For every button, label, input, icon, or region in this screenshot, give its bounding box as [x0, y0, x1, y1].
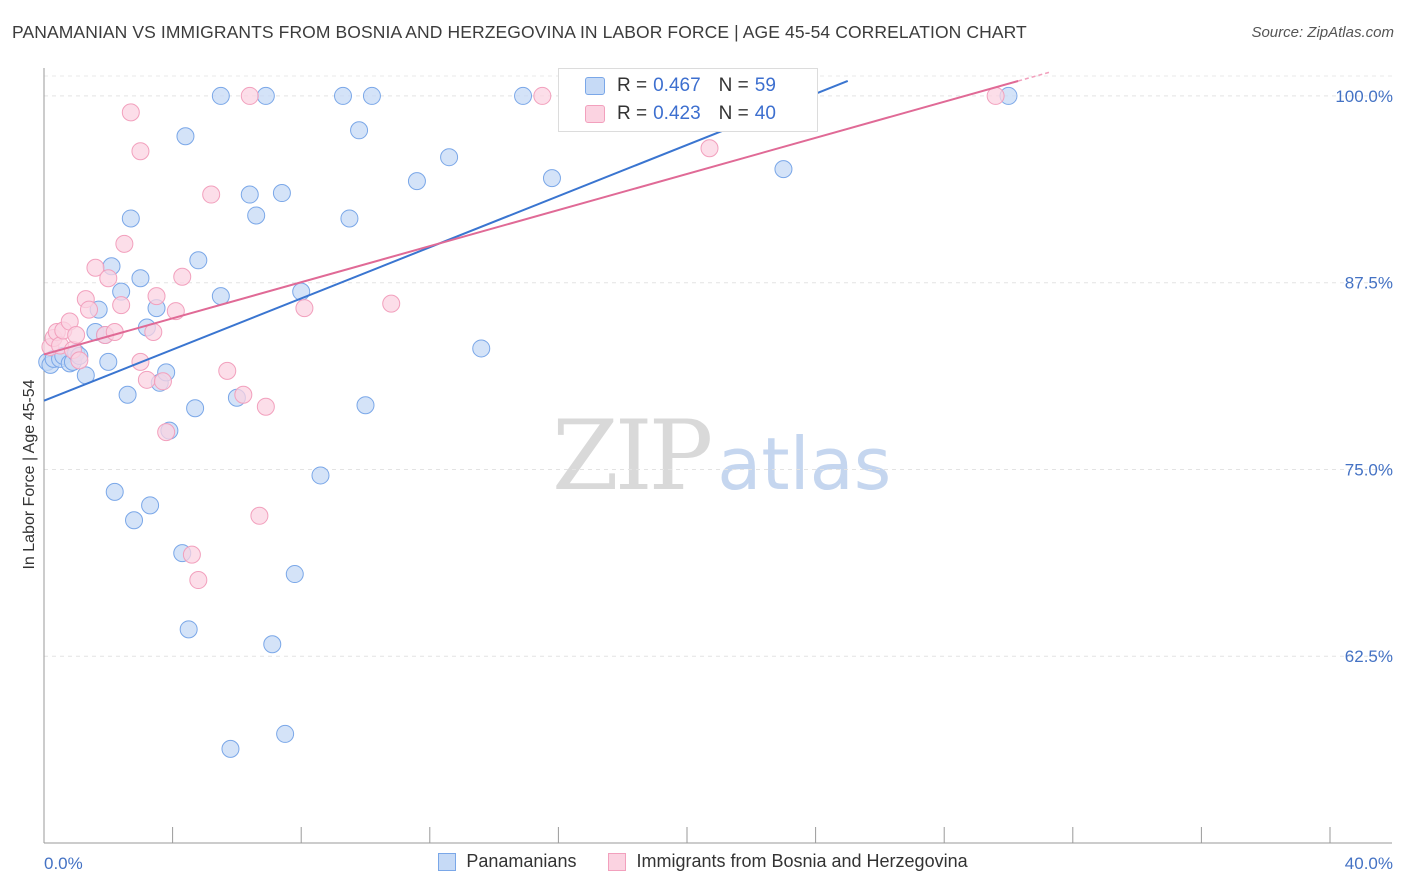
point-bosnia: [189, 571, 208, 590]
point-panamanians: [141, 496, 160, 515]
point-bosnia: [173, 267, 192, 286]
point-bosnia: [115, 234, 134, 253]
y-tick-label: 75.0%: [1345, 460, 1393, 479]
point-panamanians: [99, 352, 118, 371]
point-panamanians: [189, 251, 208, 270]
point-panamanians: [125, 511, 144, 530]
legend-label-panamanians: Panamanians: [466, 851, 577, 871]
r-label: R =: [617, 75, 648, 96]
point-bosnia: [147, 287, 166, 306]
r-value: 0.423: [653, 103, 701, 124]
point-panamanians: [350, 121, 369, 140]
point-bosnia: [137, 370, 156, 389]
point-bosnia: [80, 300, 99, 319]
point-bosnia: [70, 351, 89, 370]
point-bosnia: [86, 258, 105, 277]
point-panamanians: [472, 339, 491, 358]
point-panamanians: [256, 86, 275, 105]
point-panamanians: [440, 148, 459, 167]
bosnia-legend-swatch: [608, 852, 627, 871]
point-bosnia: [182, 545, 201, 564]
point-panamanians: [407, 172, 426, 191]
point-bosnia: [67, 325, 86, 344]
point-panamanians: [221, 739, 240, 758]
stats-legend: R = 0.467 N = 59 R = 0.423 N = 40: [558, 68, 818, 132]
point-bosnia: [112, 296, 131, 315]
point-panamanians: [514, 86, 533, 105]
point-bosnia: [700, 139, 719, 158]
point-panamanians: [105, 482, 124, 501]
point-panamanians: [774, 160, 793, 179]
trend-extension-bosnia: [1017, 71, 1051, 82]
n-value: 40: [754, 103, 776, 124]
point-bosnia: [218, 361, 237, 380]
point-panamanians: [211, 86, 230, 105]
point-panamanians: [311, 466, 330, 485]
legend-item-panamanians[interactable]: Panamanians: [438, 851, 576, 872]
point-bosnia: [295, 299, 314, 318]
y-tick-label: 100.0%: [1335, 87, 1393, 106]
point-bosnia: [131, 142, 150, 161]
legend-item-bosnia[interactable]: Immigrants from Bosnia and Herzegovina: [608, 851, 968, 872]
point-panamanians: [176, 127, 195, 146]
point-panamanians: [272, 184, 291, 203]
point-bosnia: [234, 385, 253, 404]
point-bosnia: [533, 86, 552, 105]
y-tick-label: 87.5%: [1345, 274, 1393, 293]
panamanians-legend-swatch: [438, 852, 457, 871]
series-legend: Panamanians Immigrants from Bosnia and H…: [0, 851, 1406, 872]
n-label: N =: [718, 103, 749, 124]
point-bosnia: [240, 86, 259, 105]
x-tick-label-max: 40.0%: [1345, 854, 1393, 873]
point-bosnia: [121, 103, 140, 122]
bosnia-swatch: [585, 105, 605, 123]
point-bosnia: [153, 372, 172, 391]
point-panamanians: [240, 185, 259, 204]
point-panamanians: [179, 620, 198, 639]
panamanians-swatch: [585, 77, 605, 95]
x-tick-label-min: 0.0%: [44, 854, 83, 873]
point-panamanians: [362, 86, 381, 105]
point-panamanians: [121, 209, 140, 228]
point-panamanians: [356, 396, 375, 415]
watermark-atlas: atlas: [717, 422, 892, 506]
point-panamanians: [285, 565, 304, 584]
point-bosnia: [382, 294, 401, 313]
point-panamanians: [276, 724, 295, 743]
chart-title: PANAMANIAN VS IMMIGRANTS FROM BOSNIA AND…: [12, 22, 1027, 42]
y-tick-label: 62.5%: [1345, 647, 1393, 666]
point-panamanians: [186, 399, 205, 418]
point-panamanians: [131, 269, 150, 288]
point-panamanians: [542, 169, 561, 188]
trend-line-bosnia: [43, 80, 1019, 356]
point-bosnia: [250, 506, 269, 525]
r-label: R =: [617, 103, 648, 124]
stats-legend-row-bosnia: R = 0.423 N = 40: [585, 100, 776, 128]
watermark-zip: ZIP: [552, 400, 713, 512]
point-bosnia: [157, 423, 176, 442]
stats-legend-row-panamanians: R = 0.467 N = 59: [585, 72, 776, 100]
point-panamanians: [263, 635, 282, 654]
point-panamanians: [333, 86, 352, 105]
point-bosnia: [202, 185, 221, 204]
point-panamanians: [118, 385, 137, 404]
point-panamanians: [340, 209, 359, 228]
point-panamanians: [247, 206, 266, 225]
legend-label-bosnia: Immigrants from Bosnia and Herzegovina: [636, 851, 968, 871]
point-bosnia: [99, 269, 118, 288]
n-value: 59: [754, 75, 776, 96]
point-bosnia: [256, 397, 275, 416]
n-label: N =: [718, 75, 749, 96]
y-axis-label: In Labor Force | Age 45-54: [21, 379, 38, 569]
watermark: ZIP atlas: [552, 400, 891, 512]
r-value: 0.467: [653, 75, 701, 96]
source-label: Source: ZipAtlas.com: [1251, 24, 1394, 41]
